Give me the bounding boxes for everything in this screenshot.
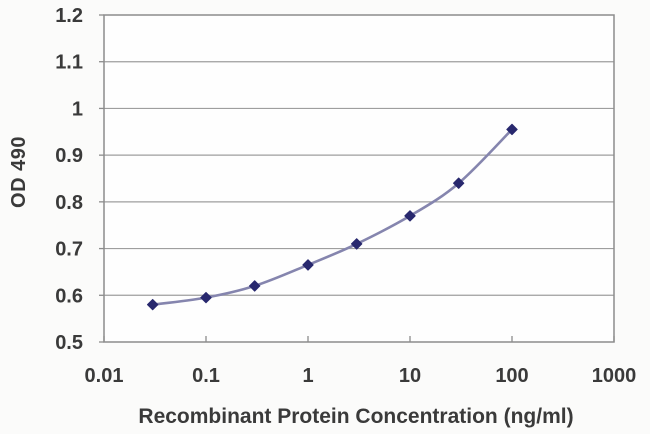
data-point-marker bbox=[146, 298, 159, 311]
x-tick-label: 1 bbox=[302, 365, 313, 387]
data-point-marker bbox=[200, 291, 212, 304]
y-tick-label: 0.5 bbox=[55, 332, 83, 354]
x-tick-label: 10 bbox=[399, 365, 421, 387]
data-point-marker bbox=[452, 177, 465, 189]
x-tick-label: 100 bbox=[495, 365, 528, 387]
x-axis-title: Recombinant Protein Concentration (ng/ml… bbox=[138, 405, 574, 428]
y-tick-label: 0.7 bbox=[55, 239, 83, 261]
x-tick-label: 1000 bbox=[592, 365, 637, 387]
y-tick-label: 0.9 bbox=[55, 145, 83, 167]
data-point-marker bbox=[404, 210, 416, 222]
data-point-marker bbox=[350, 238, 363, 250]
y-axis-title: OD 490 bbox=[8, 136, 30, 208]
y-tick-label: 1 bbox=[72, 98, 83, 120]
y-tick-label: 1.2 bbox=[55, 5, 83, 27]
y-tick-label: 1.1 bbox=[55, 52, 83, 74]
plot-border bbox=[103, 14, 615, 343]
data-point-marker bbox=[506, 123, 518, 136]
data-point-marker bbox=[248, 280, 261, 292]
x-tick-label: 0.1 bbox=[192, 365, 220, 387]
y-tick-label: 0.8 bbox=[55, 192, 83, 214]
y-tick-label: 0.6 bbox=[55, 285, 83, 307]
x-tick-label: 0.01 bbox=[85, 365, 124, 387]
plot-background bbox=[104, 15, 614, 342]
data-point-marker bbox=[302, 259, 314, 271]
